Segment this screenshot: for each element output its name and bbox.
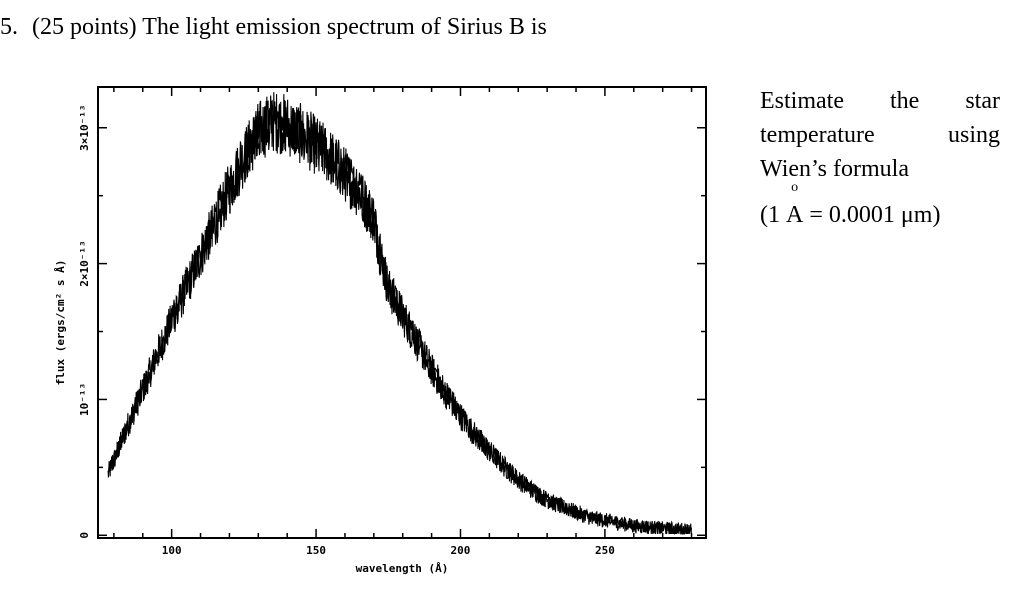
x-axis-label: wavelength (Å)	[356, 562, 449, 575]
y-axis-label: flux (ergs/cm² s Å)	[54, 260, 67, 386]
x-tick-label: 250	[595, 544, 615, 557]
instruction-text: Estimate the star temperature using Wien…	[760, 84, 1000, 232]
instruction-word: Estimate	[760, 88, 844, 114]
x-tick-label: 150	[306, 544, 326, 557]
y-tick-label: 0	[78, 532, 91, 539]
instruction-word: using	[947, 122, 1000, 148]
y-tick-label: 10⁻¹³	[78, 383, 91, 416]
instruction-word: star	[965, 88, 1000, 114]
instruction-line-2: temperature using	[760, 118, 1000, 152]
angstrom-ring: o	[791, 180, 799, 195]
conversion-close: )	[932, 202, 941, 228]
spectrum-chart-svg: 100 150 200 250 0 10⁻¹³ 2×10⁻¹³ 3×10⁻¹³ waveleng…	[54, 86, 707, 575]
conversion-open: (1	[760, 202, 780, 228]
question-heading: 5. (25 points) The light emission spectru…	[0, 12, 547, 42]
x-tick-label: 100	[162, 544, 182, 557]
conversion-value: = 0.0001	[809, 202, 895, 228]
question-number: 5.	[0, 14, 18, 40]
x-tick-label: 200	[451, 544, 471, 557]
instruction-word: the	[890, 88, 920, 114]
y-tick-label: 3×10⁻¹³	[78, 105, 91, 151]
spectrum-line	[107, 92, 692, 536]
spectrum-line-noise	[107, 99, 693, 535]
instruction-word: temperature	[760, 122, 875, 148]
spectrum-chart: 100 150 200 250 0 10⁻¹³ 2×10⁻¹³ 3×10⁻¹³ waveleng…	[30, 68, 720, 588]
instruction-line-1: Estimate the star	[760, 84, 1000, 118]
angstrom-letter: A	[786, 202, 804, 228]
conversion-unit: μm	[900, 202, 933, 228]
instruction-line-3: Wien’s formula	[760, 156, 909, 182]
y-tick-label: 2×10⁻¹³	[78, 240, 91, 286]
question-text: (25 points) The light emission spectrum …	[32, 14, 547, 40]
